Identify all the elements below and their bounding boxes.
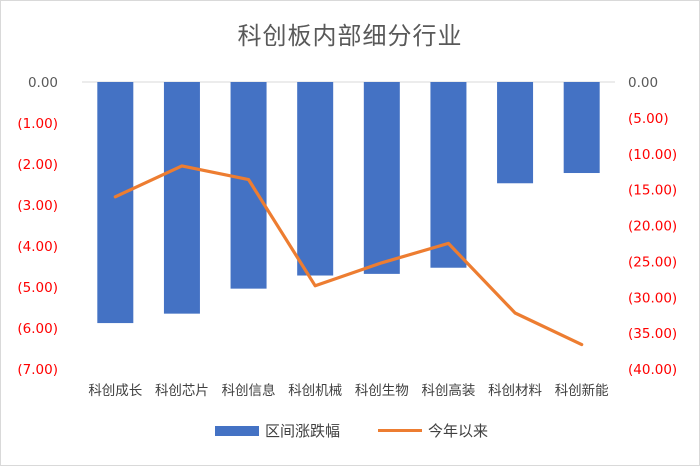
bar [230,82,267,289]
legend-item-bar: 区间涨跌幅 [215,420,340,441]
bar [97,82,134,324]
line-series [113,164,584,347]
category-label: 科创成长 [88,383,142,399]
left-axis: 0.00 (1.00) (2.00) (3.00) (4.00) (5.00) (6.00)… [17,75,58,378]
left-tick-label: (2.00) [17,157,58,173]
legend-swatch-bar [215,425,259,436]
left-tick-label: (7.00) [17,362,58,378]
bar [497,82,534,184]
bar-series [97,82,600,324]
left-tick-label: (3.00) [17,198,58,214]
legend-label-bar: 区间涨跌幅 [265,422,341,440]
category-label: 科创机械 [288,383,342,399]
legend: 区间涨跌幅 今年以来 [0,420,700,444]
category-axis: 科创成长 科创芯片 科创信息 科创机械 科创生物 科创高装 科创材料 科创新能 [88,382,608,399]
right-tick-label: (10.00) [628,147,677,163]
category-label: 科创材料 [488,383,542,399]
right-axis: 0.00 (5.00) (10.00) (15.00) (20.00) (25.00) (3… [628,75,677,378]
bar [363,82,400,274]
category-label: 科创生物 [355,383,409,399]
right-tick-label: (25.00) [628,254,677,270]
category-label: 科创新能 [555,383,609,399]
right-tick-label: (30.00) [628,290,677,306]
legend-label-line: 今年以来 [428,422,489,440]
category-label: 科创芯片 [155,383,209,399]
left-tick-label: (6.00) [17,321,58,337]
right-tick-label: (35.00) [628,326,677,342]
left-tick-label: 0.00 [28,75,58,91]
bar [430,82,467,268]
right-tick-label: (15.00) [628,183,677,199]
right-tick-label: 0.00 [628,75,658,91]
bar [297,82,334,276]
category-label: 科创信息 [222,382,276,399]
left-tick-label: (5.00) [17,280,58,296]
category-label: 科创高装 [421,382,475,399]
bar [563,82,600,174]
right-tick-label: (20.00) [628,219,677,235]
left-tick-label: (4.00) [17,239,58,255]
right-tick-label: (40.00) [628,362,677,378]
legend-swatch-line [378,429,422,432]
chart-title: 科创板内部细分行业 [237,22,463,50]
left-tick-label: (1.00) [17,116,58,132]
bar [163,82,200,314]
legend-item-line: 今年以来 [378,420,488,441]
right-tick-label: (5.00) [628,111,669,127]
